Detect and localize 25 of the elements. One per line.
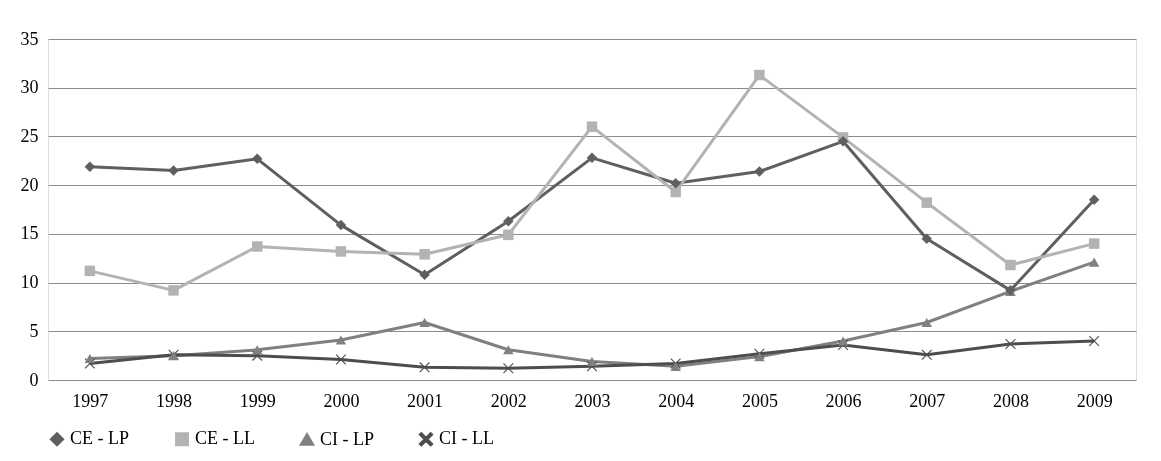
x-tick-label: 2009 [1076,390,1113,411]
y-tick-label: 15 [20,223,39,244]
x-tick-label: 2002 [490,390,527,411]
legend-label: CE - LL [195,428,255,449]
x-tick-label: 2008 [992,390,1029,411]
x-tick-label: 2007 [909,390,946,411]
x-tick-label: 2005 [741,390,778,411]
legend-label: CI - LP [320,428,374,449]
x-tick-label: 2001 [407,390,444,411]
y-tick-label: 10 [20,272,39,293]
x-tick-label: 1999 [239,390,276,411]
y-tick-label: 35 [20,28,39,49]
x-tick-label: 1998 [156,390,193,411]
legend-label: CE - LP [70,428,130,449]
x-tick-label: 2000 [323,390,360,411]
x-tick-label: 2006 [825,390,862,411]
y-tick-label: 25 [20,125,39,146]
legend-label: CI - LL [439,428,494,449]
y-tick-label: 30 [20,77,39,98]
y-tick-label: 0 [29,369,39,390]
x-tick-label: 2004 [658,390,695,411]
y-tick-label: 20 [20,174,39,195]
y-tick-label: 5 [29,320,39,341]
x-tick-label: 2003 [574,390,611,411]
x-tick-label: 1997 [72,390,109,411]
